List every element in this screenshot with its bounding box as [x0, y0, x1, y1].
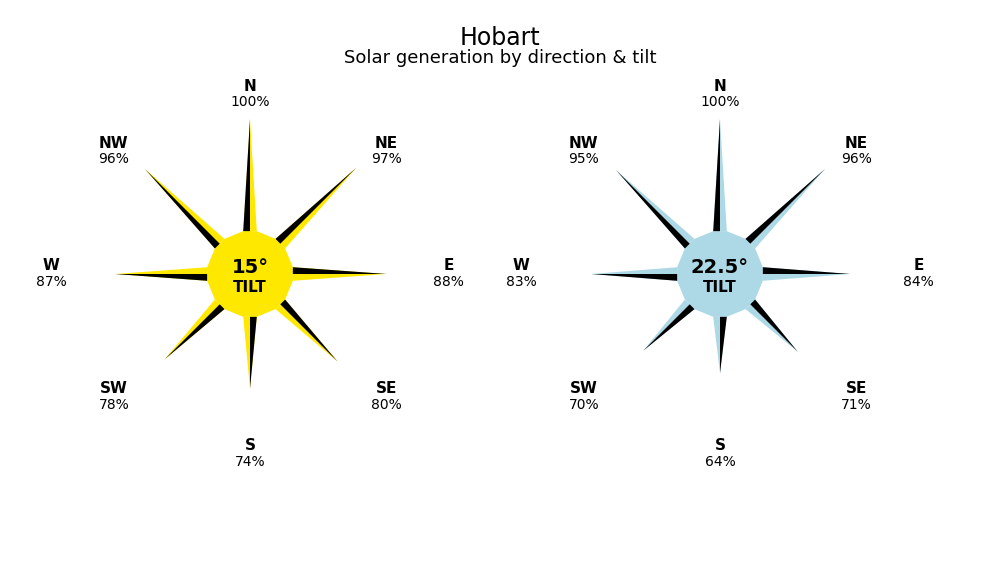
Text: 70%: 70%	[569, 398, 599, 412]
Text: 95%: 95%	[568, 152, 599, 166]
Text: NW: NW	[99, 135, 129, 151]
Polygon shape	[720, 169, 825, 274]
Text: 96%: 96%	[841, 152, 872, 166]
Polygon shape	[713, 119, 727, 231]
Text: 71%: 71%	[841, 398, 872, 412]
Text: N: N	[714, 79, 726, 94]
Text: 22.5°: 22.5°	[691, 258, 749, 277]
Polygon shape	[763, 267, 850, 281]
Text: NE: NE	[375, 135, 398, 151]
Polygon shape	[243, 317, 257, 389]
Text: E: E	[913, 259, 924, 273]
Polygon shape	[250, 274, 257, 389]
Polygon shape	[243, 119, 257, 231]
Text: NE: NE	[845, 135, 868, 151]
Text: 64%: 64%	[705, 455, 735, 468]
Polygon shape	[207, 231, 293, 317]
Text: SW: SW	[100, 381, 128, 397]
Polygon shape	[643, 300, 694, 351]
Text: SE: SE	[845, 381, 867, 397]
Polygon shape	[276, 300, 338, 361]
Text: N: N	[244, 79, 256, 94]
Text: 100%: 100%	[230, 95, 270, 109]
Polygon shape	[746, 169, 825, 248]
Polygon shape	[616, 170, 720, 274]
Text: SW: SW	[570, 381, 598, 397]
Polygon shape	[165, 300, 224, 360]
Text: 83%: 83%	[506, 275, 537, 289]
Text: W: W	[43, 259, 60, 273]
Polygon shape	[720, 274, 727, 373]
Text: 84%: 84%	[903, 275, 934, 289]
Polygon shape	[591, 267, 677, 281]
Text: Solar generation by direction & tilt: Solar generation by direction & tilt	[344, 49, 656, 67]
Polygon shape	[720, 267, 850, 274]
Polygon shape	[250, 267, 386, 274]
Text: 78%: 78%	[98, 398, 129, 412]
Text: 97%: 97%	[371, 152, 402, 166]
Text: SE: SE	[375, 381, 397, 397]
Polygon shape	[115, 267, 207, 281]
Text: Hobart: Hobart	[460, 26, 540, 50]
Text: NW: NW	[569, 135, 599, 151]
Text: 15°: 15°	[231, 258, 269, 277]
Text: 88%: 88%	[433, 275, 464, 289]
Polygon shape	[677, 231, 763, 317]
Text: 74%: 74%	[235, 455, 265, 468]
Polygon shape	[293, 267, 386, 281]
Text: S: S	[244, 438, 256, 453]
Text: TILT: TILT	[703, 280, 737, 294]
Polygon shape	[276, 168, 356, 248]
Polygon shape	[616, 170, 694, 248]
Text: W: W	[513, 259, 530, 273]
Polygon shape	[145, 169, 224, 248]
Polygon shape	[713, 119, 720, 274]
Text: 96%: 96%	[98, 152, 129, 166]
Text: S: S	[714, 438, 726, 453]
Polygon shape	[746, 300, 798, 352]
Text: E: E	[443, 259, 454, 273]
Polygon shape	[643, 274, 720, 351]
Polygon shape	[145, 169, 250, 274]
Text: TILT: TILT	[233, 280, 267, 294]
Polygon shape	[115, 274, 250, 281]
Polygon shape	[165, 274, 250, 360]
Polygon shape	[720, 274, 798, 352]
Text: 100%: 100%	[700, 95, 740, 109]
Polygon shape	[250, 274, 338, 361]
Polygon shape	[713, 317, 727, 373]
Text: 80%: 80%	[371, 398, 402, 412]
Polygon shape	[591, 274, 720, 281]
Polygon shape	[243, 119, 250, 274]
Polygon shape	[250, 168, 356, 274]
Text: 87%: 87%	[36, 275, 67, 289]
